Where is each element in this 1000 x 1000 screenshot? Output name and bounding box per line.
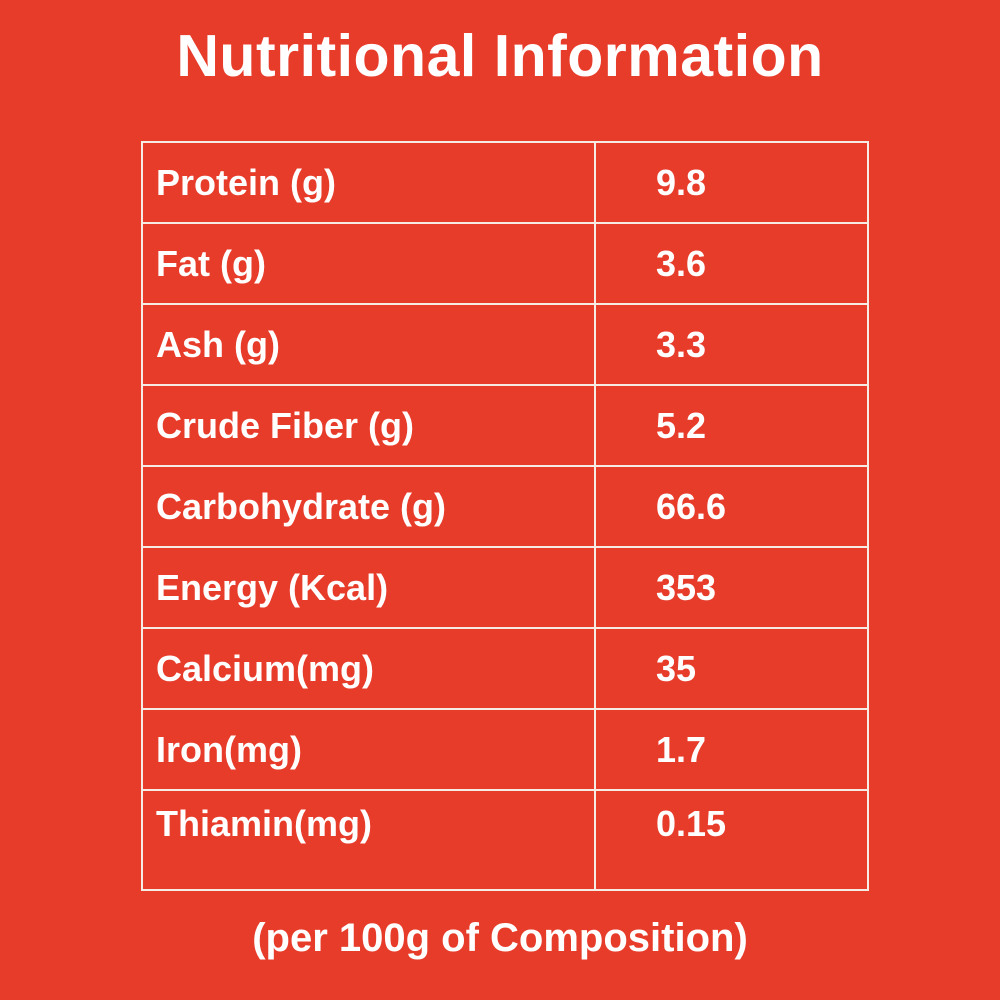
table-row: Carbohydrate (g) 66.6 [140, 465, 869, 548]
nutrient-value: 353 [594, 546, 869, 629]
nutrient-value: 3.6 [594, 222, 869, 305]
table-row: Crude Fiber (g) 5.2 [140, 384, 869, 467]
nutrient-label: Fat (g) [140, 222, 597, 305]
page-title: Nutritional Information [176, 23, 824, 89]
nutrient-label: Thiamin(mg) [140, 789, 597, 891]
nutrient-value: 0.15 [594, 789, 869, 891]
table-row: Ash (g) 3.3 [140, 303, 869, 386]
nutrition-table: Protein (g) 9.8 Fat (g) 3.6 Ash (g) 3.3 … [140, 141, 869, 891]
table-row: Energy (Kcal) 353 [140, 546, 869, 629]
table-row: Iron(mg) 1.7 [140, 708, 869, 791]
nutrient-value: 35 [594, 627, 869, 710]
nutrient-value: 9.8 [594, 141, 869, 224]
table-row: Fat (g) 3.6 [140, 222, 869, 305]
nutrient-value: 5.2 [594, 384, 869, 467]
nutrient-label: Carbohydrate (g) [140, 465, 597, 548]
table-row: Calcium(mg) 35 [140, 627, 869, 710]
nutrient-label: Iron(mg) [140, 708, 597, 791]
nutrient-label: Energy (Kcal) [140, 546, 597, 629]
nutrient-value: 66.6 [594, 465, 869, 548]
nutrient-label: Ash (g) [140, 303, 597, 386]
nutrition-table-body: Protein (g) 9.8 Fat (g) 3.6 Ash (g) 3.3 … [140, 141, 869, 891]
table-row: Thiamin(mg) 0.15 [140, 789, 869, 891]
table-row: Protein (g) 9.8 [140, 141, 869, 224]
nutrient-value: 3.3 [594, 303, 869, 386]
nutrient-label: Crude Fiber (g) [140, 384, 597, 467]
footer-note: (per 100g of Composition) [252, 916, 748, 960]
nutrient-label: Protein (g) [140, 141, 597, 224]
nutrient-label: Calcium(mg) [140, 627, 597, 710]
nutrient-value: 1.7 [594, 708, 869, 791]
